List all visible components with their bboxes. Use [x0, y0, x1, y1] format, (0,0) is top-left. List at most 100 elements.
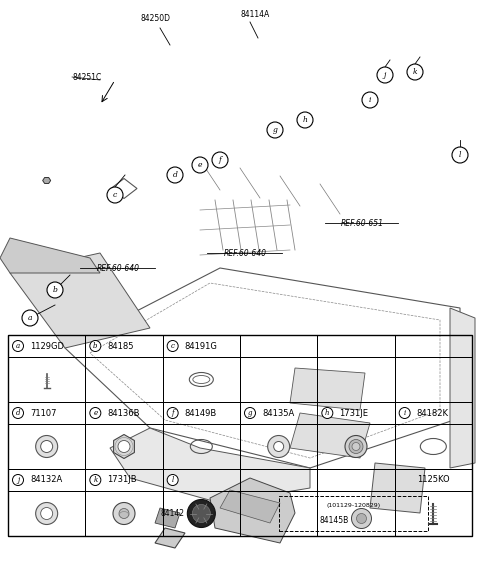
- Text: g: g: [248, 409, 252, 417]
- Circle shape: [36, 503, 58, 524]
- Text: f: f: [171, 409, 174, 417]
- Text: 84136B: 84136B: [108, 408, 140, 417]
- Circle shape: [349, 440, 363, 453]
- Circle shape: [399, 407, 410, 419]
- Text: h: h: [302, 116, 307, 124]
- Bar: [395, 357, 472, 402]
- Bar: [85, 491, 163, 536]
- Text: j: j: [17, 476, 19, 484]
- Circle shape: [187, 499, 216, 528]
- Bar: [240, 402, 317, 424]
- Circle shape: [90, 474, 101, 486]
- Circle shape: [322, 407, 333, 419]
- Text: b: b: [53, 286, 58, 294]
- Circle shape: [192, 157, 208, 173]
- Text: l: l: [459, 151, 461, 159]
- Text: g: g: [273, 126, 277, 134]
- Text: REF.60-640: REF.60-640: [96, 264, 140, 273]
- Bar: [8, 335, 472, 536]
- Bar: [395, 402, 472, 424]
- Text: l: l: [171, 476, 174, 484]
- Text: k: k: [93, 476, 97, 484]
- Text: 84251C: 84251C: [72, 73, 101, 81]
- Polygon shape: [43, 178, 51, 183]
- Circle shape: [113, 503, 135, 524]
- Circle shape: [47, 282, 63, 298]
- Circle shape: [167, 407, 178, 419]
- Text: e: e: [198, 161, 202, 169]
- Circle shape: [12, 340, 24, 352]
- Circle shape: [352, 442, 360, 450]
- Bar: [317, 402, 395, 424]
- Circle shape: [345, 436, 367, 457]
- Bar: [317, 335, 395, 357]
- Circle shape: [377, 67, 393, 83]
- Polygon shape: [220, 490, 280, 523]
- Circle shape: [90, 407, 101, 419]
- Polygon shape: [290, 413, 370, 458]
- Text: 84182K: 84182K: [417, 408, 449, 417]
- Text: 84114A: 84114A: [240, 10, 270, 19]
- Text: 71107: 71107: [30, 408, 57, 417]
- Circle shape: [12, 474, 24, 486]
- Circle shape: [192, 504, 210, 523]
- Bar: [240, 469, 317, 491]
- Circle shape: [407, 64, 423, 80]
- Polygon shape: [370, 463, 425, 513]
- Circle shape: [452, 147, 468, 163]
- Text: d: d: [173, 171, 178, 179]
- Bar: [163, 424, 240, 469]
- Text: i: i: [404, 409, 406, 417]
- Text: c: c: [171, 342, 175, 350]
- Bar: [317, 469, 395, 491]
- Text: REF.60-640: REF.60-640: [224, 249, 266, 257]
- Circle shape: [167, 340, 178, 352]
- Text: j: j: [384, 71, 386, 79]
- Bar: [163, 335, 240, 357]
- Bar: [8, 424, 85, 469]
- Bar: [85, 335, 163, 357]
- Polygon shape: [10, 253, 150, 348]
- Text: 84142: 84142: [160, 509, 184, 518]
- Bar: [8, 402, 85, 424]
- Text: f: f: [218, 156, 221, 164]
- Bar: [163, 491, 240, 536]
- Circle shape: [167, 167, 183, 183]
- Circle shape: [118, 441, 130, 453]
- Circle shape: [362, 92, 378, 108]
- Text: e: e: [93, 409, 97, 417]
- Bar: [8, 335, 85, 357]
- Bar: [395, 335, 472, 357]
- Polygon shape: [155, 528, 185, 548]
- Text: 1731JE: 1731JE: [339, 408, 368, 417]
- Bar: [85, 357, 163, 402]
- Text: c: c: [113, 191, 117, 199]
- Bar: [163, 357, 240, 402]
- Text: 84191G: 84191G: [185, 341, 217, 350]
- Circle shape: [22, 310, 38, 326]
- Bar: [8, 491, 85, 536]
- Text: 84149B: 84149B: [185, 408, 217, 417]
- Circle shape: [107, 187, 123, 203]
- Bar: [395, 469, 472, 491]
- Bar: [240, 491, 317, 536]
- Circle shape: [357, 513, 367, 524]
- Bar: [8, 469, 85, 491]
- Bar: [85, 402, 163, 424]
- Circle shape: [119, 508, 129, 519]
- Circle shape: [90, 340, 101, 352]
- Circle shape: [41, 441, 53, 453]
- Bar: [8, 357, 85, 402]
- Text: a: a: [16, 342, 20, 350]
- Bar: [317, 357, 395, 402]
- Text: 84250D: 84250D: [140, 14, 170, 23]
- Circle shape: [41, 507, 53, 520]
- Text: i: i: [369, 96, 371, 104]
- Bar: [395, 424, 472, 469]
- Bar: [317, 424, 395, 469]
- Bar: [85, 424, 163, 469]
- Bar: [395, 491, 472, 536]
- Text: b: b: [93, 342, 97, 350]
- Text: 84145B: 84145B: [319, 516, 348, 525]
- Circle shape: [36, 436, 58, 457]
